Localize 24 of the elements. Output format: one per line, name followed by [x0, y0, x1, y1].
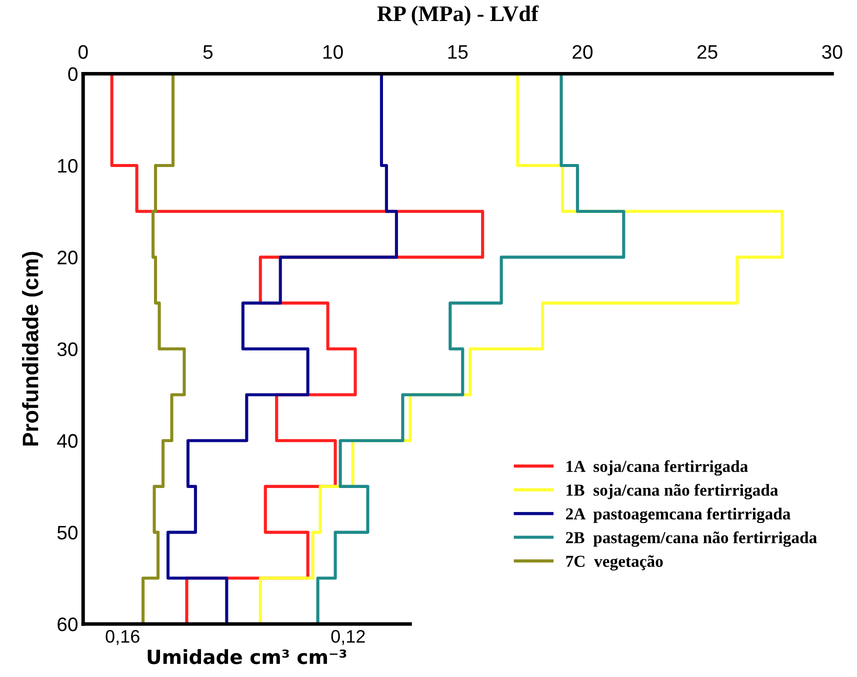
chart-title: RP (MPa) - LVdf — [377, 5, 539, 26]
x-tick-label: 5 — [203, 45, 213, 59]
legend-label: 2B pastagem/cana não fertirrigada — [566, 531, 817, 547]
x-tick-label: 20 — [572, 45, 593, 59]
x2-tick-label: 0,16 — [106, 630, 140, 645]
legend-label: 7C vegetação — [566, 555, 663, 570]
y-tick-label: 50 — [57, 526, 78, 540]
x-tick-label: 25 — [697, 45, 718, 59]
x-tick-label: 10 — [323, 45, 343, 59]
x-tick-label: 0 — [78, 45, 88, 59]
y-tick-label: 40 — [57, 434, 78, 448]
y-axis-title: Profundidade (cm) — [22, 252, 43, 446]
x-tick-label: 30 — [822, 45, 842, 59]
legend-label: 2A pastoagemcana fertirrigada — [566, 508, 790, 524]
y-tick-label: 0 — [68, 67, 78, 82]
x-tick-label: 15 — [448, 45, 468, 59]
x2-tick-label: 0,12 — [331, 630, 365, 645]
x2-axis-title: Umidade cm³ cm⁻³ — [148, 649, 346, 664]
y-tick-label: 30 — [57, 342, 78, 356]
legend-label: 1A soja/cana fertirrigada — [566, 460, 748, 476]
y-tick-label: 10 — [58, 158, 78, 173]
y-tick-label: 60 — [58, 617, 78, 632]
y-tick-label: 20 — [58, 250, 78, 264]
legend-label: 1B soja/cana não fertirrigada — [566, 484, 778, 500]
